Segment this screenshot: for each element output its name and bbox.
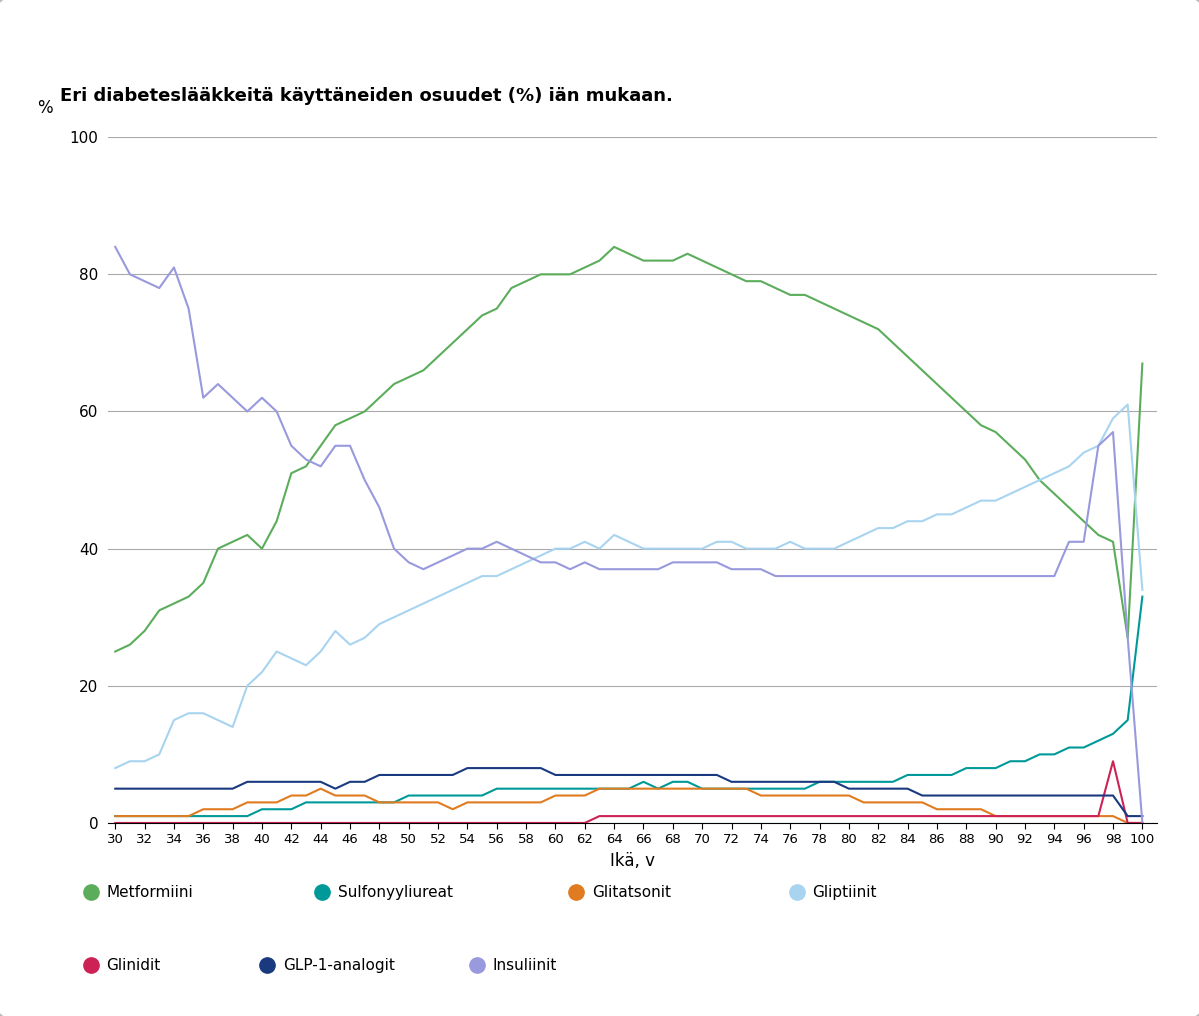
Text: KUVIO 1.: KUVIO 1. [28,57,116,75]
Text: Eri diabeteslääkkeitä käyttäneiden osuudet (%) iän mukaan.: Eri diabeteslääkkeitä käyttäneiden osuud… [60,86,673,105]
Text: Glinidit: Glinidit [107,958,161,972]
Y-axis label: %: % [37,99,53,117]
Text: Glitatsonit: Glitatsonit [591,885,670,899]
Text: Gliptiinit: Gliptiinit [812,885,876,899]
Text: Insuliinit: Insuliinit [493,958,556,972]
Text: Metformiini: Metformiini [107,885,193,899]
Text: Sulfonyyliureat: Sulfonyyliureat [338,885,453,899]
Text: GLP-1-analogit: GLP-1-analogit [283,958,394,972]
X-axis label: Ikä, v: Ikä, v [610,852,655,870]
